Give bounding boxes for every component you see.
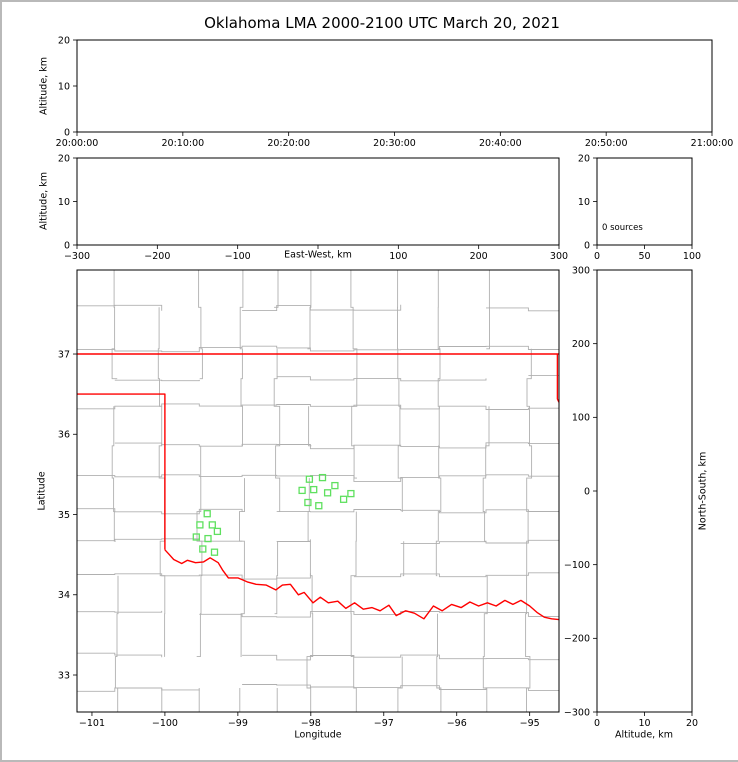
tick-label: −95 [520,718,540,729]
lma-station-marker [339,495,348,503]
ns-panel-xlabel: Altitude, km [615,729,673,741]
ew-panel-ylabel: Altitude, km [38,172,50,230]
lma-station-marker [199,545,207,553]
lma-station-marker [318,473,327,482]
tick-label: 34 [58,590,70,601]
tick-label: 20 [58,153,70,164]
sources-count-annotation: 0 sources [602,223,643,233]
tick-label: −97 [374,718,394,729]
lma-station-marker [304,498,312,507]
lma-station-marker [298,486,306,495]
tick-label: 0 [64,240,70,251]
lma-station-marker [331,481,339,490]
county-lines [77,270,559,712]
tick-label: 33 [58,670,70,681]
tick-label: 36 [58,430,70,441]
lma-station-marker [323,489,332,497]
tick-label: 0 [64,127,70,138]
tick-label: −100 [225,251,251,262]
tick-label: −101 [79,718,105,729]
lma-station-marker [204,534,212,543]
tick-label: 20:10:00 [161,138,204,149]
lma-station-marker [310,485,318,494]
tick-label: 20:30:00 [373,138,416,149]
figure-title: Oklahoma LMA 2000-2100 UTC March 20, 202… [204,14,560,32]
tick-label: 20 [578,153,590,164]
tick-label: 35 [58,510,70,521]
lma-station-marker [347,489,355,498]
ew-panel-xlabel: East-West, km [284,249,352,261]
tick-label: 21:00:00 [691,138,734,149]
tick-label: 20:40:00 [479,138,522,149]
map-panel-frame [76,269,560,713]
tick-label: 300 [550,251,568,262]
lma-station-marker [210,548,219,556]
tick-label: 100 [572,413,590,424]
time-height-panel-frame [76,39,713,133]
tick-label: 200 [470,251,488,262]
tick-label: −200 [564,634,590,645]
state-border-lines [77,353,559,621]
tick-label: −100 [152,718,178,729]
lma-station-marker [213,527,222,536]
tick-label: 37 [58,349,70,360]
tick-label: 10 [58,197,70,208]
tick-label: −300 [564,707,590,718]
tick-label: 10 [578,197,590,208]
map-ylabel: Latitude [36,471,48,511]
lma-station-marker [208,521,216,529]
lma-station-marker [203,510,211,518]
tick-label: −200 [144,251,170,262]
time-panel-ylabel: Altitude, km [38,57,50,115]
tick-label: 20 [686,718,698,729]
tick-label: 10 [638,718,650,729]
lma-station-marker [192,533,200,541]
tick-label: 0 [594,251,600,262]
tick-label: −99 [228,718,248,729]
tick-label: 0 [594,718,600,729]
map-xlabel: Longitude [294,729,342,741]
tick-label: 20:00:00 [56,138,99,149]
tick-label: 0 [584,486,590,497]
ns-panel-ylabel: North-South, km [697,451,709,531]
tick-label: −98 [301,718,321,729]
tick-label: 20 [58,35,70,46]
tick-label: 200 [572,339,590,350]
tick-label: −100 [564,560,590,571]
tick-label: 20:20:00 [267,138,310,149]
station-markers [192,473,355,556]
lma-station-marker [315,502,323,510]
tick-label: 300 [572,265,590,276]
ew-height-panel-frame [76,157,560,246]
tick-label: −300 [64,251,90,262]
tick-label: 100 [389,251,407,262]
lma-station-marker [196,521,204,529]
ns-height-panel-frame [596,269,693,713]
tick-label: 50 [638,251,650,262]
tick-label: −96 [447,718,467,729]
tick-label: 0 [584,240,590,251]
lma-station-marker [305,475,314,483]
tick-label: 20:50:00 [585,138,628,149]
tick-label: 100 [683,251,701,262]
tick-label: 10 [58,81,70,92]
